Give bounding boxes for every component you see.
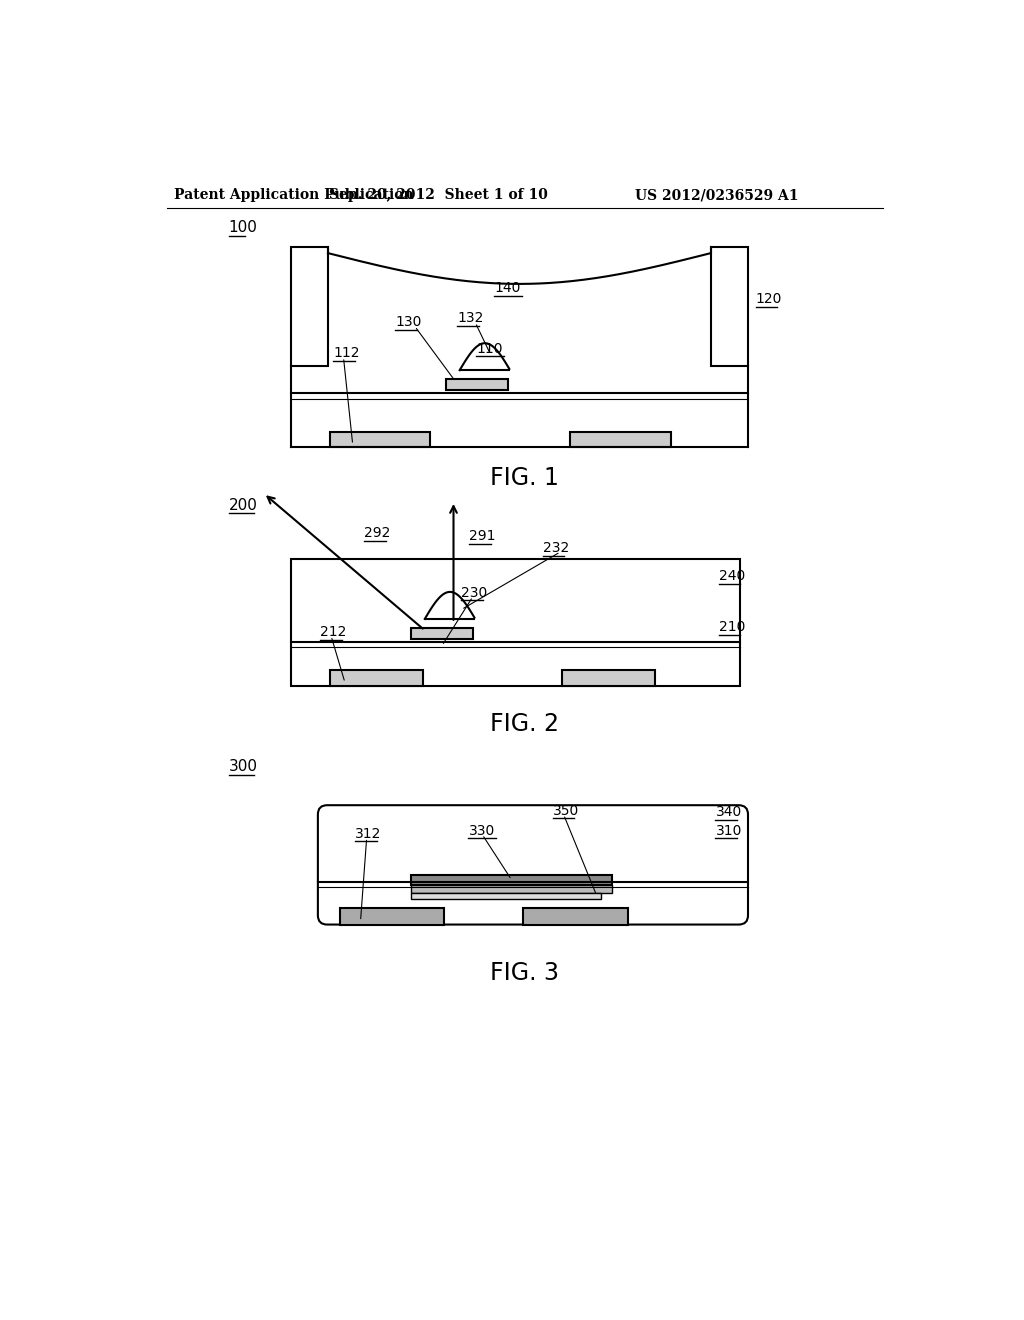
Text: 132: 132 bbox=[458, 312, 483, 326]
Text: 340: 340 bbox=[716, 805, 741, 818]
Text: 200: 200 bbox=[228, 498, 258, 512]
Bar bbox=[711, 247, 748, 367]
Bar bbox=[569, 432, 671, 447]
Text: 230: 230 bbox=[461, 586, 487, 599]
Text: 120: 120 bbox=[756, 292, 782, 306]
Text: 312: 312 bbox=[355, 826, 382, 841]
Bar bbox=[523, 908, 628, 924]
Bar bbox=[291, 558, 740, 686]
Text: 100: 100 bbox=[228, 220, 258, 235]
Text: 300: 300 bbox=[228, 759, 258, 775]
Text: 112: 112 bbox=[334, 346, 359, 360]
Bar bbox=[291, 247, 328, 367]
Text: US 2012/0236529 A1: US 2012/0236529 A1 bbox=[635, 189, 799, 202]
Text: Sep. 20, 2012  Sheet 1 of 10: Sep. 20, 2012 Sheet 1 of 10 bbox=[329, 189, 548, 202]
Text: 292: 292 bbox=[365, 527, 391, 540]
Text: FIG. 1: FIG. 1 bbox=[490, 466, 559, 490]
Bar bbox=[411, 628, 473, 639]
Text: Patent Application Publication: Patent Application Publication bbox=[174, 189, 414, 202]
Bar bbox=[330, 432, 430, 447]
Bar bbox=[330, 671, 423, 686]
Text: 212: 212 bbox=[321, 624, 346, 639]
Bar bbox=[411, 886, 612, 892]
Bar bbox=[445, 379, 508, 391]
Text: 350: 350 bbox=[553, 804, 579, 817]
Text: 110: 110 bbox=[477, 342, 503, 355]
Bar bbox=[411, 892, 601, 899]
Text: 130: 130 bbox=[395, 315, 422, 330]
Text: 140: 140 bbox=[495, 281, 521, 296]
Text: 240: 240 bbox=[719, 569, 744, 583]
Text: FIG. 3: FIG. 3 bbox=[490, 961, 559, 985]
Text: 291: 291 bbox=[469, 529, 496, 544]
Text: 232: 232 bbox=[543, 541, 569, 554]
Text: 330: 330 bbox=[469, 824, 496, 838]
Text: FIG. 2: FIG. 2 bbox=[490, 713, 559, 737]
Bar bbox=[562, 671, 655, 686]
Bar bbox=[411, 875, 612, 886]
Bar bbox=[340, 908, 444, 924]
Text: 210: 210 bbox=[719, 620, 744, 635]
Text: 310: 310 bbox=[716, 824, 741, 838]
